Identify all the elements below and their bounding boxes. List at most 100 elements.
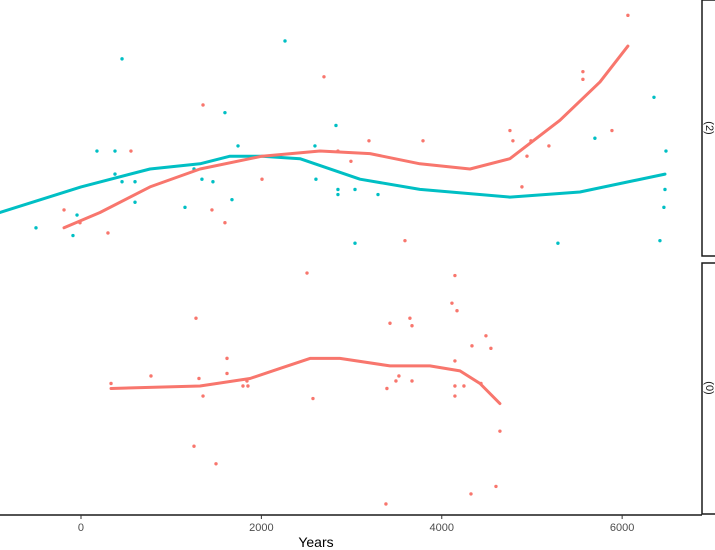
data-point <box>313 144 317 148</box>
data-point <box>283 39 287 43</box>
data-point <box>610 128 614 133</box>
series-1 <box>109 271 502 506</box>
data-point <box>133 180 137 184</box>
data-point <box>410 379 414 383</box>
data-point <box>663 187 667 192</box>
smooth-line <box>62 44 630 230</box>
data-point <box>421 139 425 143</box>
x-tick-label: 4000 <box>430 522 454 534</box>
data-point <box>453 384 457 388</box>
data-point <box>113 172 117 176</box>
strip-label-top: (2) <box>703 121 715 134</box>
data-point <box>210 208 214 212</box>
data-point <box>223 110 227 115</box>
data-point <box>225 371 229 376</box>
data-point <box>450 301 454 305</box>
data-point <box>336 187 340 192</box>
data-point <box>314 177 318 181</box>
data-point <box>508 128 512 133</box>
data-point <box>453 359 457 363</box>
data-point <box>469 492 473 496</box>
data-point <box>34 226 38 230</box>
data-point <box>197 376 201 381</box>
data-point <box>662 205 666 210</box>
data-point <box>376 192 380 197</box>
data-point <box>652 95 656 99</box>
data-point <box>388 321 392 325</box>
panels <box>0 13 668 506</box>
data-point <box>520 185 524 189</box>
facet-strip-top: (2) <box>701 0 715 257</box>
data-point <box>410 324 414 328</box>
data-point <box>200 177 204 181</box>
data-point <box>113 149 117 153</box>
data-point <box>384 502 388 506</box>
x-axis-label: Years <box>298 534 333 550</box>
facet-strip-bottom: (0) <box>701 262 715 515</box>
data-point <box>149 374 153 378</box>
data-point <box>385 386 389 391</box>
series-1 <box>34 39 668 245</box>
data-point <box>75 213 79 217</box>
data-point <box>334 123 338 128</box>
data-point <box>556 241 560 245</box>
data-point <box>230 197 234 202</box>
data-point <box>547 144 551 148</box>
data-point <box>120 180 124 184</box>
data-point <box>367 139 371 143</box>
data-point <box>484 334 488 338</box>
data-point <box>353 241 357 245</box>
data-point <box>241 384 245 388</box>
strip-box-bottom <box>701 262 715 515</box>
data-point <box>336 192 340 197</box>
smooth-line <box>0 154 667 214</box>
data-point <box>183 205 187 210</box>
data-point <box>236 144 240 148</box>
x-tick-label: 0 <box>78 522 84 534</box>
data-point <box>453 394 457 398</box>
x-tick-label: 2000 <box>249 522 273 534</box>
data-point <box>194 316 198 320</box>
data-point <box>192 444 196 448</box>
data-point <box>349 159 353 163</box>
panel-2 <box>109 271 502 506</box>
data-point <box>260 177 264 181</box>
data-point <box>133 200 137 204</box>
smooth-line <box>109 356 502 406</box>
data-point <box>593 136 597 140</box>
data-point <box>394 379 398 383</box>
data-point <box>489 346 493 351</box>
data-point <box>305 271 309 275</box>
data-point <box>494 484 498 489</box>
data-point <box>511 139 515 143</box>
x-tick-label: 6000 <box>610 522 634 534</box>
data-point <box>664 149 668 153</box>
data-point <box>408 316 412 320</box>
data-point <box>498 429 502 433</box>
strip-label-bottom: (0) <box>703 381 715 394</box>
strip-box-top <box>701 0 715 257</box>
data-point <box>397 374 401 378</box>
panel-1 <box>0 13 668 245</box>
data-point <box>62 208 66 212</box>
data-point <box>403 238 407 243</box>
data-point <box>120 57 124 61</box>
data-point <box>462 384 466 388</box>
data-point <box>626 13 630 18</box>
data-point <box>453 273 457 278</box>
data-point <box>129 149 133 153</box>
data-point <box>311 396 315 401</box>
data-point <box>353 187 357 192</box>
data-point <box>525 154 529 158</box>
data-point <box>246 384 250 388</box>
data-point <box>71 233 75 238</box>
data-point <box>658 238 662 243</box>
data-point <box>201 103 205 107</box>
data-point <box>109 381 113 386</box>
data-point <box>223 221 227 225</box>
data-point <box>214 462 218 466</box>
data-point <box>455 308 459 313</box>
data-point <box>470 344 474 348</box>
data-point <box>211 180 215 184</box>
